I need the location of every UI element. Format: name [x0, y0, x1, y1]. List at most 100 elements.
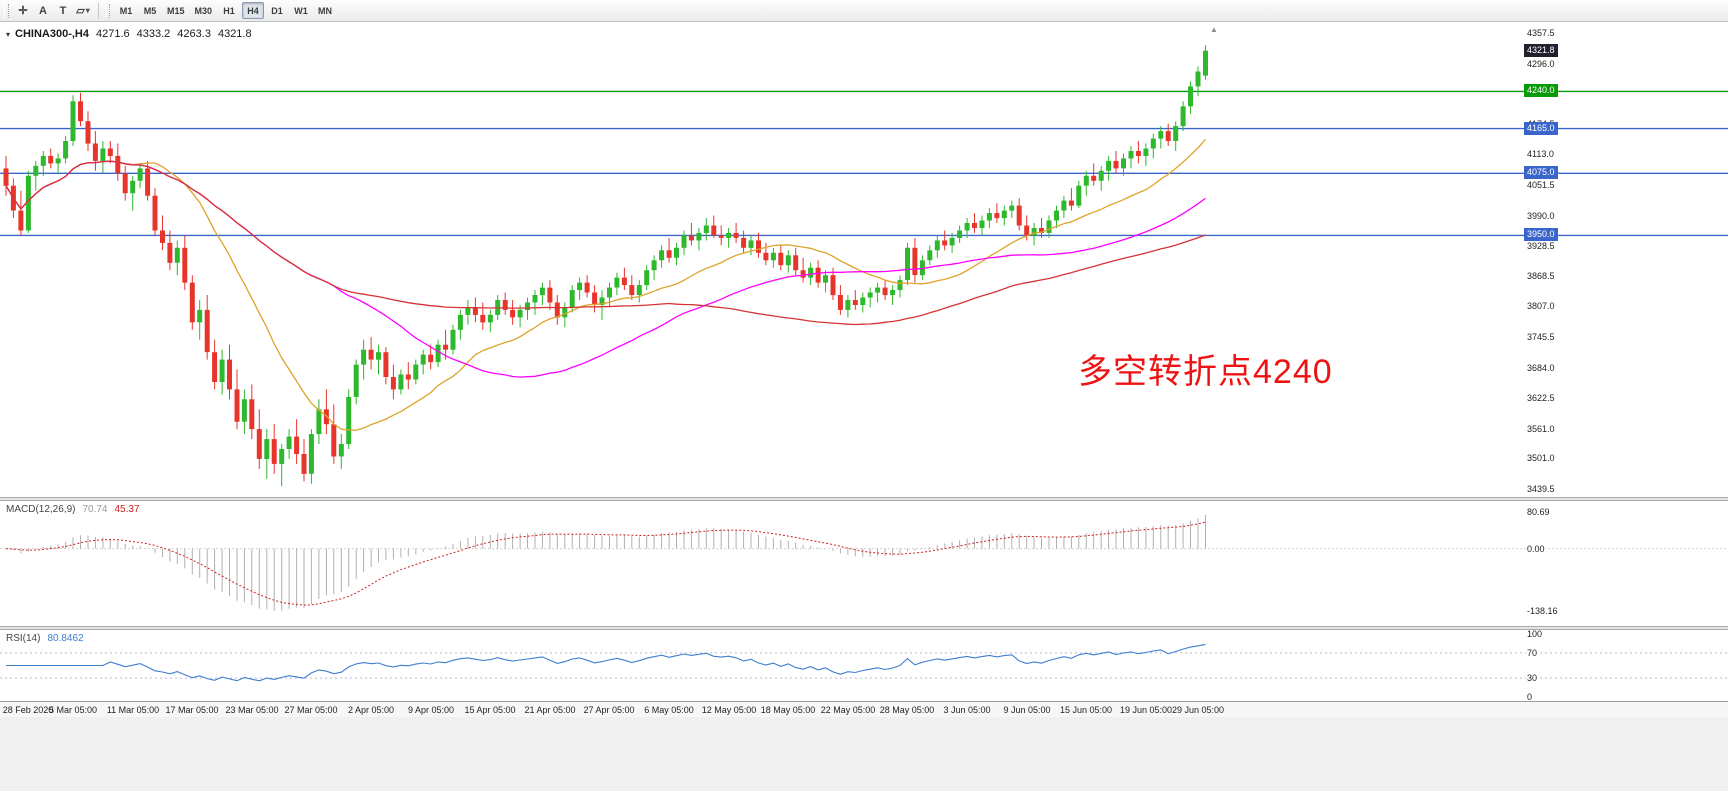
price-axis-label: 3561.0 — [1526, 424, 1556, 434]
symbol-label: CHINA300-,H4 — [15, 28, 89, 40]
time-axis-label: 2 Apr 05:00 — [347, 705, 395, 715]
timeframe-button-d1[interactable]: D1 — [266, 2, 288, 19]
time-axis-label: 3 Jun 05:00 — [943, 705, 991, 715]
timeframe-button-m15[interactable]: M15 — [163, 2, 189, 19]
panel-separator[interactable] — [0, 497, 1728, 501]
chevron-down-icon: ▾ — [85, 6, 90, 15]
rsi-axis-label: 100 — [1526, 629, 1544, 639]
time-axis-label: 28 May 05:00 — [879, 705, 935, 715]
price-level-badge: 4240.0 — [1524, 84, 1558, 97]
high-value: 4333.2 — [136, 28, 171, 40]
timeframe-button-w1[interactable]: W1 — [290, 2, 312, 19]
timeframe-button-m1[interactable]: M1 — [115, 2, 137, 19]
time-axis-label: 17 Mar 05:00 — [165, 705, 219, 715]
label-tool-button[interactable]: T — [53, 2, 73, 20]
timeframe-group: M1 M5 M15 M30 H1 H4 D1 W1 MN — [114, 2, 337, 19]
time-axis-label: 19 Jun 05:00 — [1119, 705, 1173, 715]
toolbar-grip-2[interactable] — [105, 3, 110, 18]
timeframe-button-m30[interactable]: M30 — [191, 2, 217, 19]
price-axis-label: 3990.0 — [1526, 211, 1556, 221]
rsi-axis-label: 0 — [1526, 692, 1534, 702]
time-axis-label: 21 Apr 05:00 — [524, 705, 576, 715]
timeframe-button-mn[interactable]: MN — [314, 2, 336, 19]
price-axis-label: 4296.0 — [1526, 59, 1556, 69]
time-axis-label: 28 Feb 2020 — [2, 705, 54, 715]
rsi-title: RSI(14) — [6, 633, 41, 644]
crosshair-icon: ✛ — [18, 5, 28, 17]
toolbar-separator — [98, 2, 99, 19]
candles-group — [3, 45, 1208, 487]
ma-line-90 — [5, 160, 1206, 326]
low-value: 4263.3 — [177, 28, 211, 40]
text-t-icon: T — [59, 4, 67, 17]
time-axis-label: 27 Apr 05:00 — [583, 705, 635, 715]
time-axis-label: 12 May 05:00 — [701, 705, 757, 715]
macd-axis-label: -138.16 — [1526, 606, 1559, 616]
macd-title: MACD(12,26,9) — [6, 504, 76, 515]
price-axis-label: 3928.5 — [1526, 241, 1556, 251]
toolbar-grip[interactable] — [4, 3, 9, 18]
shapes-icon: ▱ — [76, 5, 85, 17]
time-axis-label: 15 Apr 05:00 — [464, 705, 516, 715]
rsi-axis-label: 30 — [1526, 673, 1539, 683]
timeframe-button-m5[interactable]: M5 — [139, 2, 161, 19]
shapes-tool-button[interactable]: ▱ ▾ — [73, 2, 93, 20]
price-axis-label: 3501.0 — [1526, 453, 1556, 463]
panel-separator-2[interactable] — [0, 626, 1728, 630]
price-axis-label: 4051.5 — [1526, 180, 1556, 190]
price-axis-label: 3622.5 — [1526, 393, 1556, 403]
close-value: 4321.8 — [217, 28, 252, 40]
price-axis-label: 4113.0 — [1526, 149, 1555, 159]
rsi-axis-label: 70 — [1526, 648, 1539, 658]
time-axis-label: 27 Mar 05:00 — [284, 705, 338, 715]
macd-chart[interactable] — [0, 501, 1728, 626]
chart-header: ▾ CHINA300-,H4 4271.6 4333.2 4263.3 4321… — [6, 28, 252, 40]
rsi-line — [6, 643, 1206, 682]
rsi-chart[interactable] — [0, 630, 1728, 701]
collapse-icon[interactable]: ▾ — [6, 30, 11, 39]
time-axis-label: 22 May 05:00 — [820, 705, 876, 715]
macd-panel: MACD(12,26,9) 70.74 45.37 80.69 0.00 -138.… — [0, 501, 1728, 626]
macd-histogram — [12, 514, 1206, 612]
text-a-icon: A — [39, 4, 47, 17]
macd-main-value: 70.74 — [82, 504, 108, 515]
price-level-badge: 4165.0 — [1524, 122, 1558, 135]
price-axis-label: 3684.0 — [1526, 363, 1556, 373]
price-chart-panel: ▾ CHINA300-,H4 4271.6 4333.2 4263.3 4321… — [0, 22, 1728, 497]
time-axis-label: 5 Mar 05:00 — [48, 705, 98, 715]
price-axis-label: 4357.5 — [1526, 28, 1556, 38]
time-axis-label: 29 Jun 05:00 — [1171, 705, 1225, 715]
chart-shift-marker[interactable]: ▲ — [1210, 25, 1218, 34]
price-axis-label: 3439.5 — [1526, 484, 1556, 494]
crosshair-tool-button[interactable]: ✛ — [13, 2, 33, 20]
window-footer — [0, 717, 1728, 791]
price-level-badge: 3950.0 — [1524, 228, 1558, 241]
macd-axis-label: 80.69 — [1526, 507, 1551, 517]
rsi-panel: RSI(14) 80.8462 100 70 30 0 — [0, 629, 1728, 702]
macd-axis-label: 0.00 — [1526, 544, 1546, 554]
time-axis-label: 23 Mar 05:00 — [225, 705, 279, 715]
price-axis-label: 3868.5 — [1526, 271, 1556, 281]
price-axis-label: 3807.0 — [1526, 301, 1556, 311]
time-axis-label: 9 Jun 05:00 — [1003, 705, 1051, 715]
timeframe-button-h1[interactable]: H1 — [218, 2, 240, 19]
open-value: 4271.6 — [95, 28, 130, 40]
ma-line-18 — [5, 138, 1206, 431]
macd-header: MACD(12,26,9) 70.74 45.37 — [6, 504, 140, 515]
chart-annotation-text: 多空转折点4240 — [1078, 353, 1333, 391]
time-axis-label: 9 Apr 05:00 — [407, 705, 455, 715]
macd-signal-value: 45.37 — [114, 504, 140, 515]
macd-signal-line — [5, 521, 1206, 606]
time-axis-label: 18 May 05:00 — [760, 705, 816, 715]
price-axis-label: 3745.5 — [1526, 332, 1556, 342]
time-axis-label: 6 May 05:00 — [644, 705, 694, 715]
candlestick-chart[interactable] — [0, 22, 1728, 497]
rsi-value: 80.8462 — [47, 633, 84, 644]
price-level-badge: 4075.0 — [1524, 166, 1558, 179]
main-toolbar: ✛ A T ▱ ▾ M1 M5 M15 M30 H1 H4 D1 W1 MN — [0, 0, 1728, 22]
rsi-header: RSI(14) 80.8462 — [6, 633, 84, 644]
text-tool-button[interactable]: A — [33, 2, 53, 20]
timeframe-button-h4[interactable]: H4 — [242, 2, 265, 19]
current-price-badge: 4321.8 — [1524, 44, 1558, 57]
